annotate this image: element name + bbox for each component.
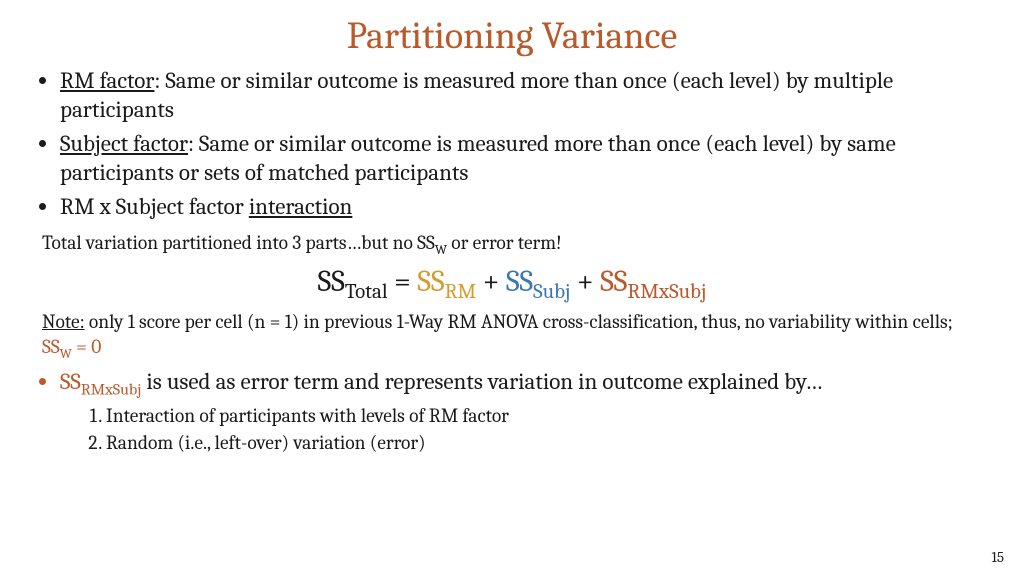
partition-sub: W: [435, 243, 447, 258]
ss-total-sub: Total: [345, 280, 388, 304]
plus-1: +: [476, 264, 506, 299]
ss-subj: SSSubj: [506, 264, 570, 299]
error-bullet: SSRMxSubj is used as error term and repr…: [60, 367, 982, 456]
main-bullets: RM factor: Same or similar outcome is me…: [60, 66, 982, 221]
partition-pre: Total variation partitioned into 3 parts…: [42, 231, 435, 254]
note-ssw: SSW = 0: [42, 335, 101, 358]
error-bullet-list: SSRMxSubj is used as error term and repr…: [60, 367, 982, 456]
inner-list: Interaction of participants with levels …: [106, 403, 982, 456]
ss-rm-sub: RM: [445, 280, 477, 304]
error-ss-base: SS: [60, 368, 81, 395]
inner-2: Random (i.e., left-over) variation (erro…: [106, 430, 982, 456]
ss-total: SSTotal: [318, 264, 388, 299]
partition-post: or error term!: [447, 231, 562, 254]
slide-title: Partitioning Variance: [42, 14, 982, 58]
error-rest: is used as error term and represents var…: [141, 368, 822, 395]
bullet-rm-factor: RM factor: Same or similar outcome is me…: [60, 66, 982, 125]
inner-1: Interaction of participants with levels …: [106, 403, 982, 429]
note-ssw-eq: = 0: [72, 335, 101, 358]
subject-factor-label: Subject factor: [60, 130, 188, 157]
note-line: Note: only 1 score per cell (n = 1) in p…: [42, 310, 982, 363]
slide: Partitioning Variance RM factor: Same or…: [0, 0, 1024, 576]
page-number: 15: [991, 548, 1004, 566]
bullet-interaction: RM x Subject factor interaction: [60, 192, 982, 221]
eq-sign: =: [388, 264, 418, 299]
ss-rmxsubj-base: SS: [600, 264, 627, 299]
rm-factor-text: : Same or similar outcome is measured mo…: [60, 67, 893, 123]
ss-total-base: SS: [318, 264, 345, 299]
ss-rmxsubj-sub: RMxSubj: [627, 280, 706, 304]
ss-subj-base: SS: [506, 264, 533, 299]
rm-factor-label: RM factor: [60, 67, 154, 94]
partition-line: Total variation partitioned into 3 parts…: [42, 231, 982, 259]
ss-subj-sub: Subj: [533, 280, 570, 304]
equation: SSTotal = SSRM + SSSubj + SSRMxSubj: [42, 264, 982, 304]
bullet-subject-factor: Subject factor: Same or similar outcome …: [60, 129, 982, 188]
plus-2: +: [570, 264, 600, 299]
ss-rm-base: SS: [417, 264, 444, 299]
ss-rm: SSRM: [417, 264, 476, 299]
error-ss-sub: RMxSubj: [81, 381, 141, 399]
ss-rmxsubj: SSRMxSubj: [600, 264, 706, 299]
note-ssw-base: SS: [42, 335, 60, 358]
error-ss: SSRMxSubj: [60, 368, 141, 395]
note-label: Note:: [42, 310, 85, 333]
note-body: only 1 score per cell (n = 1) in previou…: [85, 310, 953, 333]
note-ssw-sub: W: [60, 346, 72, 361]
interaction-label: interaction: [249, 193, 353, 220]
interaction-pre: RM x Subject factor: [60, 193, 249, 220]
